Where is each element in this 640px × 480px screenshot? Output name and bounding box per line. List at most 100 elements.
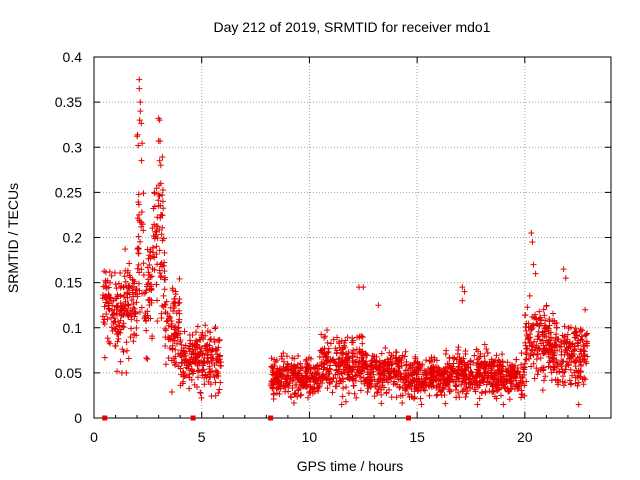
data-point: [477, 350, 484, 357]
data-point: [162, 302, 169, 309]
data-point: [564, 331, 571, 338]
data-point: [156, 226, 163, 233]
data-point: [506, 396, 513, 403]
y-tick-label: 0.3: [63, 139, 83, 155]
data-point: [440, 385, 447, 392]
data-point: [200, 366, 207, 373]
data-point: [310, 375, 317, 382]
data-point: [378, 391, 385, 398]
data-point: [142, 312, 149, 319]
data-point: [168, 357, 175, 364]
data-point: [289, 384, 296, 391]
data-point: [292, 390, 299, 397]
data-point: [153, 251, 160, 258]
data-point: [180, 347, 187, 354]
data-point: [212, 379, 219, 386]
y-axis-label: SRMTID / TECUs: [5, 183, 21, 293]
data-point: [216, 356, 223, 363]
data-point: [202, 372, 209, 379]
data-point: [453, 356, 460, 363]
data-point: [101, 283, 108, 290]
data-point: [212, 324, 219, 331]
data-point: [411, 383, 418, 390]
data-point: [284, 361, 291, 368]
data-point: [393, 394, 400, 401]
data-point: [276, 391, 283, 398]
data-point: [175, 300, 182, 307]
data-point: [471, 352, 478, 359]
data-point: [160, 235, 167, 242]
data-point: [389, 361, 396, 368]
data-point: [500, 401, 507, 408]
data-point: [484, 375, 491, 382]
data-point: [377, 363, 384, 370]
data-point: [187, 337, 194, 344]
data-point: [132, 310, 139, 317]
data-point: [494, 363, 501, 370]
data-point: [272, 358, 279, 365]
data-point: [214, 368, 221, 375]
data-point: [169, 285, 176, 292]
data-point: [418, 401, 425, 408]
data-point: [505, 376, 512, 383]
data-point: [146, 261, 153, 268]
data-point: [482, 369, 489, 376]
data-point: [567, 366, 574, 373]
data-point: [212, 392, 219, 399]
data-point: [167, 304, 174, 311]
data-point: [153, 243, 160, 250]
data-point: [542, 328, 549, 335]
data-point: [157, 214, 164, 221]
data-point: [560, 266, 567, 273]
data-point: [378, 350, 385, 357]
data-point: [562, 379, 569, 386]
data-point: [104, 296, 111, 303]
data-point: [448, 370, 455, 377]
data-point: [157, 162, 164, 169]
data-point: [572, 334, 579, 341]
data-point: [459, 297, 466, 304]
data-point: [176, 275, 183, 282]
data-point: [119, 311, 126, 318]
data-point: [194, 368, 201, 375]
data-point: [162, 334, 169, 341]
data-point: [154, 214, 161, 221]
data-point: [197, 389, 204, 396]
data-point: [453, 394, 460, 401]
data-point: [495, 368, 502, 375]
data-point: [171, 337, 178, 344]
data-point: [340, 345, 347, 352]
data-point: [464, 388, 471, 395]
data-point: [513, 356, 520, 363]
data-point: [350, 366, 357, 373]
data-point: [124, 294, 131, 301]
data-point: [180, 373, 187, 380]
data-point: [205, 378, 212, 385]
data-point: [558, 348, 565, 355]
data-point: [539, 337, 546, 344]
data-point: [399, 376, 406, 383]
data-point: [370, 353, 377, 360]
data-point: [581, 348, 588, 355]
data-point: [154, 297, 161, 304]
x-tick-labels: 0 5 10 15 20: [90, 429, 533, 445]
data-point: [215, 337, 222, 344]
data-point: [474, 381, 481, 388]
data-point: [455, 363, 462, 370]
data-point: [135, 191, 142, 198]
data-point: [562, 275, 569, 282]
data-point: [569, 348, 576, 355]
data-point: [112, 281, 119, 288]
data-point: [524, 304, 531, 311]
data-point: [369, 357, 376, 364]
data-point: [410, 376, 417, 383]
data-point: [168, 388, 175, 395]
data-point: [427, 357, 434, 364]
data-point: [135, 244, 142, 251]
data-point: [459, 284, 466, 291]
data-point: [545, 363, 552, 370]
data-points: [99, 76, 591, 421]
data-point: [438, 372, 445, 379]
data-point: [298, 391, 305, 398]
data-point: [172, 330, 179, 337]
